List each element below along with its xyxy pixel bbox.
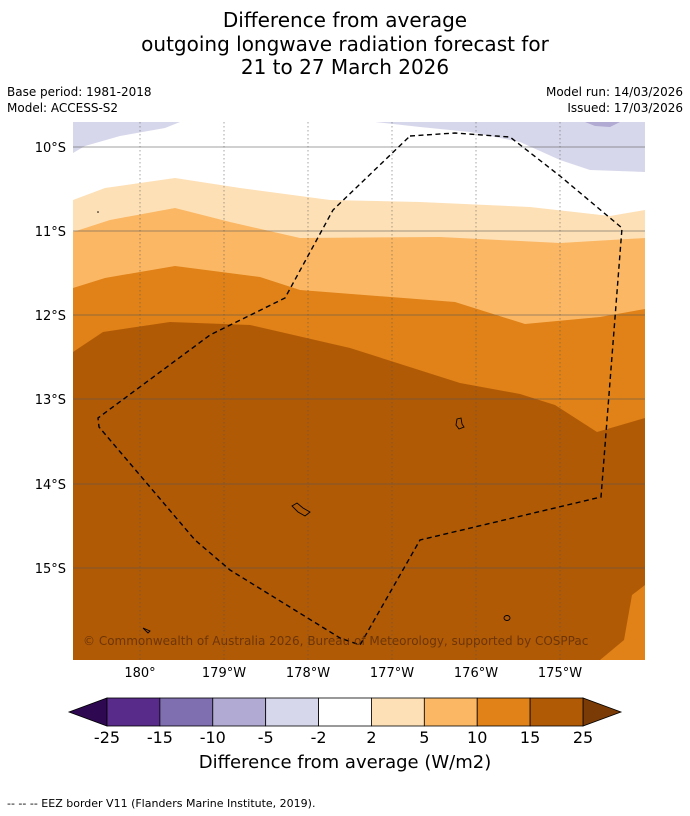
anomaly-band-purple-spot [585,122,620,127]
lon-label: 180° [124,666,155,681]
lon-label: 177°W [370,666,414,681]
gridlines [73,122,645,660]
lon-label: 176°W [454,666,498,681]
copyright-text: © Commonwealth of Australia 2026, Bureau… [83,634,588,648]
footnote: -- -- -- EEZ border V11 (Flanders Marine… [7,797,316,810]
colorbar-swatch [212,697,267,727]
colorbar-swatch [476,697,531,727]
lat-label: 12°S [35,309,66,324]
title-line-1: Difference from average [222,8,468,32]
model-name: Model: ACCESS-S2 [7,101,119,115]
colorbar-tick-label: -10 [200,728,226,747]
model-run: Model run: 14/03/2026 [545,85,683,99]
colorbar-tick-label: -5 [258,728,274,747]
island-outline [142,627,151,634]
island-dot [97,211,99,213]
base-period: Base period: 1981-2018 [7,85,152,99]
anomaly-band-brown [73,322,645,660]
lon-label: 179°W [202,666,246,681]
island-outline [503,615,511,621]
colorbar-swatch [106,697,161,727]
island-outline [455,417,465,430]
anomaly-band-lt-purple-left [73,122,180,153]
eez-border [97,132,623,646]
colorbar-extend-low [67,697,108,727]
colorbar-label: Difference from average (W/m2) [198,752,492,773]
colorbar-swatch [371,697,425,727]
issued-date: Issued: 17/03/2026 [567,101,683,115]
lon-label: 175°W [538,666,582,681]
lat-label: 11°S [35,225,66,240]
colorbar-tick-label: 10 [467,728,487,747]
colorbar-swatch [265,697,319,727]
lat-label: 10°S [35,141,66,156]
latitude-labels: 10°S 11°S 12°S 13°S 14°S 15°S [35,141,66,577]
title-line-2: outgoing longwave radiation forecast for [141,32,549,56]
colorbar-tick-label: 15 [520,728,540,747]
colorbar-tick-label: 5 [419,728,429,747]
longitude-labels: 180° 179°W 178°W 177°W 176°W 175°W [124,666,582,681]
anomaly-band-lt-purple-right [375,122,645,172]
lon-label: 178°W [286,666,330,681]
colorbar-extend-high [582,697,623,727]
map-plot-area: © Commonwealth of Australia 2026, Bureau… [73,122,645,660]
colorbar-tick-label: -2 [311,728,327,747]
island-outline [291,502,311,517]
colorbar-swatch [159,697,214,727]
colorbar-swatch [423,697,478,727]
title-line-3: 21 to 27 March 2026 [240,55,450,79]
lat-label: 13°S [35,393,66,408]
colorbar-tick-label: 2 [366,728,376,747]
lat-label: 15°S [35,562,66,577]
colorbar: -25 -15 -10 -5 -2 2 5 10 15 25 [67,697,623,747]
colorbar-swatch [529,697,584,727]
colorbar-tick-label: -15 [147,728,173,747]
colorbar-swatch [318,697,372,727]
lat-label: 14°S [35,478,66,493]
colorbar-tick-label: 25 [573,728,593,747]
colorbar-tick-label: -25 [94,728,120,747]
